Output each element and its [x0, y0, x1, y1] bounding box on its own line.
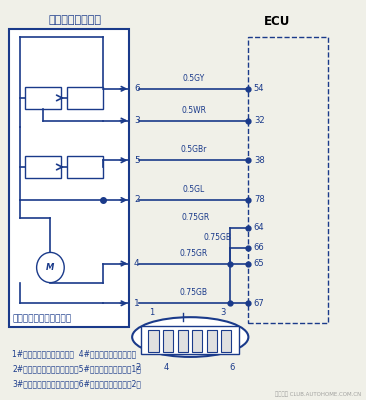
Text: 1: 1: [149, 308, 155, 317]
Bar: [163, 330, 173, 352]
Text: 64: 64: [254, 223, 265, 232]
Circle shape: [37, 252, 64, 283]
Text: ECU: ECU: [264, 15, 291, 28]
Text: 6: 6: [134, 84, 140, 93]
Text: 节气门位置传感器插头：: 节气门位置传感器插头：: [12, 315, 71, 324]
Bar: [25, 87, 61, 109]
Text: 4: 4: [164, 363, 169, 372]
Text: 54: 54: [254, 84, 264, 93]
Text: 67: 67: [254, 299, 265, 308]
Bar: [149, 330, 159, 352]
Text: 65: 65: [254, 259, 265, 268]
Text: 0.75GB: 0.75GB: [180, 288, 208, 297]
Text: 6: 6: [229, 363, 235, 372]
Text: 32: 32: [254, 116, 265, 125]
Bar: [249, 37, 328, 323]
Bar: [178, 330, 188, 352]
Bar: [9, 29, 128, 327]
Bar: [67, 156, 103, 178]
Text: 38: 38: [254, 156, 265, 165]
Bar: [67, 87, 103, 109]
Text: M: M: [46, 263, 55, 272]
Text: 1#：节气门控制执行电机；  4#：节气门控制执行电机: 1#：节气门控制执行电机； 4#：节气门控制执行电机: [12, 349, 137, 358]
Text: 3#：节气门位置传感器电源；6#：节气门位置传感器2；: 3#：节气门位置传感器电源；6#：节气门位置传感器2；: [12, 379, 141, 388]
Text: 3: 3: [220, 308, 226, 317]
Text: 0.5GL: 0.5GL: [183, 185, 205, 194]
Ellipse shape: [132, 317, 249, 357]
Text: 汽车之家 CLUB.AUTOHOME.COM.CN: 汽车之家 CLUB.AUTOHOME.COM.CN: [275, 391, 361, 397]
Text: 1: 1: [134, 299, 140, 308]
Text: 3: 3: [134, 116, 140, 125]
Text: 5: 5: [134, 156, 140, 165]
Text: 0.75GR: 0.75GR: [180, 248, 208, 258]
Text: 0.5GY: 0.5GY: [183, 74, 205, 83]
Bar: [192, 330, 202, 352]
Text: 2#：节气门位置传感器接地；5#：节气门位置传感器1；: 2#：节气门位置传感器接地；5#：节气门位置传感器1；: [12, 364, 141, 373]
Bar: [25, 156, 61, 178]
Text: 2: 2: [135, 363, 140, 372]
Text: 0.5WR: 0.5WR: [182, 106, 206, 114]
Text: 78: 78: [254, 196, 265, 204]
Text: 4: 4: [134, 259, 139, 268]
Bar: [207, 330, 217, 352]
Text: 0.75GB: 0.75GB: [203, 233, 232, 242]
Text: 0.5GBr: 0.5GBr: [181, 145, 207, 154]
Text: 0.75GR: 0.75GR: [182, 213, 210, 222]
Bar: [141, 326, 239, 354]
Text: 2: 2: [134, 196, 139, 204]
Text: 节气门位置传感器: 节气门位置传感器: [49, 15, 102, 25]
Bar: [221, 330, 231, 352]
Text: 66: 66: [254, 243, 265, 252]
